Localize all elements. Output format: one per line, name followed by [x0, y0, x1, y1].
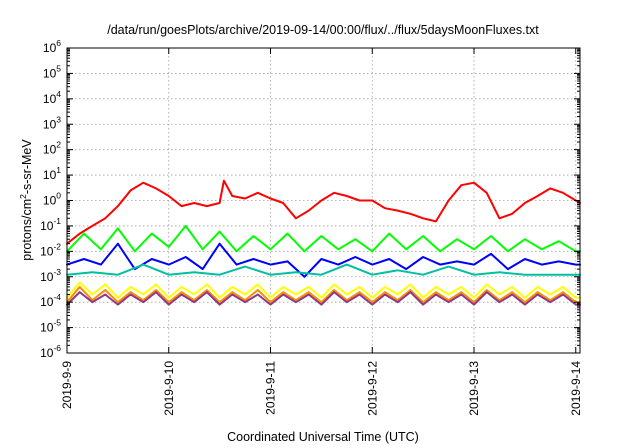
y-axis-label-unit: -s-sr-MeV: [20, 139, 34, 195]
y-tick-label: 103: [43, 114, 61, 131]
y-tick-labels: 10-610-510-410-310-210-11001011021031041…: [40, 38, 61, 360]
series-line: [66, 224, 581, 253]
series-line: [66, 242, 581, 278]
y-tick-label: 10-1: [40, 216, 61, 233]
x-tick-label: 2019-9-14: [569, 361, 583, 416]
x-tick-label: 2019-9-10: [162, 361, 176, 416]
y-tick-exponent: -3: [53, 267, 61, 277]
y-tick-base: 10: [43, 194, 57, 208]
y-tick-base: 10: [40, 295, 54, 309]
x-tick-labels: 2019-9-9 2019-9-10 2019-9-11 2019-9-12 2019-…: [60, 361, 583, 416]
y-tick-label: 102: [43, 140, 61, 157]
y-tick-label: 10-4: [40, 292, 61, 309]
series-lines: [66, 179, 581, 306]
series-line: [66, 285, 581, 304]
y-tick-label: 10-5: [40, 318, 61, 335]
y-tick-exponent: -5: [53, 318, 61, 328]
series-line: [66, 263, 581, 276]
y-tick-label: 10-6: [40, 343, 61, 360]
y-tick-base: 10: [43, 66, 57, 80]
y-tick-base: 10: [43, 168, 57, 182]
y-tick-label: 10-3: [40, 267, 61, 284]
y-tick-exponent: 0: [56, 191, 61, 201]
y-tick-base: 10: [40, 219, 54, 233]
y-tick-label: 104: [43, 89, 61, 106]
y-tick-base: 10: [43, 92, 57, 106]
y-tick-exponent: 2: [56, 140, 61, 150]
y-tick-exponent: -1: [53, 216, 61, 226]
x-tick-label: 2019-9-11: [264, 361, 278, 415]
x-axis-label: Coordinated Universal Time (UTC): [227, 430, 419, 444]
y-tick-exponent: -4: [53, 292, 61, 302]
y-tick-exponent: 4: [56, 89, 61, 99]
y-tick-label: 101: [43, 165, 61, 182]
y-tick-base: 10: [40, 270, 54, 284]
series-line: [66, 291, 581, 306]
x-tick-label: 2019-9-13: [467, 361, 481, 416]
y-tick-base: 10: [43, 41, 57, 55]
y-tick-label: 105: [43, 63, 61, 80]
series-line: [66, 179, 581, 245]
x-tick-label: 2019-9-12: [365, 361, 379, 416]
grid-lines: [67, 48, 580, 353]
y-axis-label-main: protons/cm: [20, 199, 34, 261]
y-tick-exponent: -6: [53, 343, 61, 353]
y-tick-exponent: 3: [56, 114, 61, 124]
y-tick-exponent: 6: [56, 38, 61, 48]
series-line: [66, 281, 581, 299]
y-tick-label: 10-2: [40, 241, 61, 258]
axis-ticks: [66, 47, 580, 354]
y-axis-label: protons/cm2-s-sr-MeV: [18, 139, 34, 261]
y-tick-base: 10: [40, 321, 54, 335]
x-tick-label: 2019-9-9: [60, 361, 74, 409]
y-tick-exponent: -2: [53, 241, 61, 251]
chart-title: /data/run/goesPlots/archive/2019-09-14/0…: [107, 23, 539, 37]
y-tick-exponent: 1: [56, 165, 61, 175]
y-tick-base: 10: [40, 244, 54, 258]
y-tick-label: 100: [43, 191, 61, 208]
y-tick-base: 10: [40, 346, 54, 360]
y-tick-base: 10: [43, 117, 57, 131]
y-tick-exponent: 5: [56, 63, 61, 73]
y-axis-label-exponent: 2: [18, 194, 28, 199]
y-tick-label: 106: [43, 38, 61, 55]
y-tick-base: 10: [43, 143, 57, 157]
